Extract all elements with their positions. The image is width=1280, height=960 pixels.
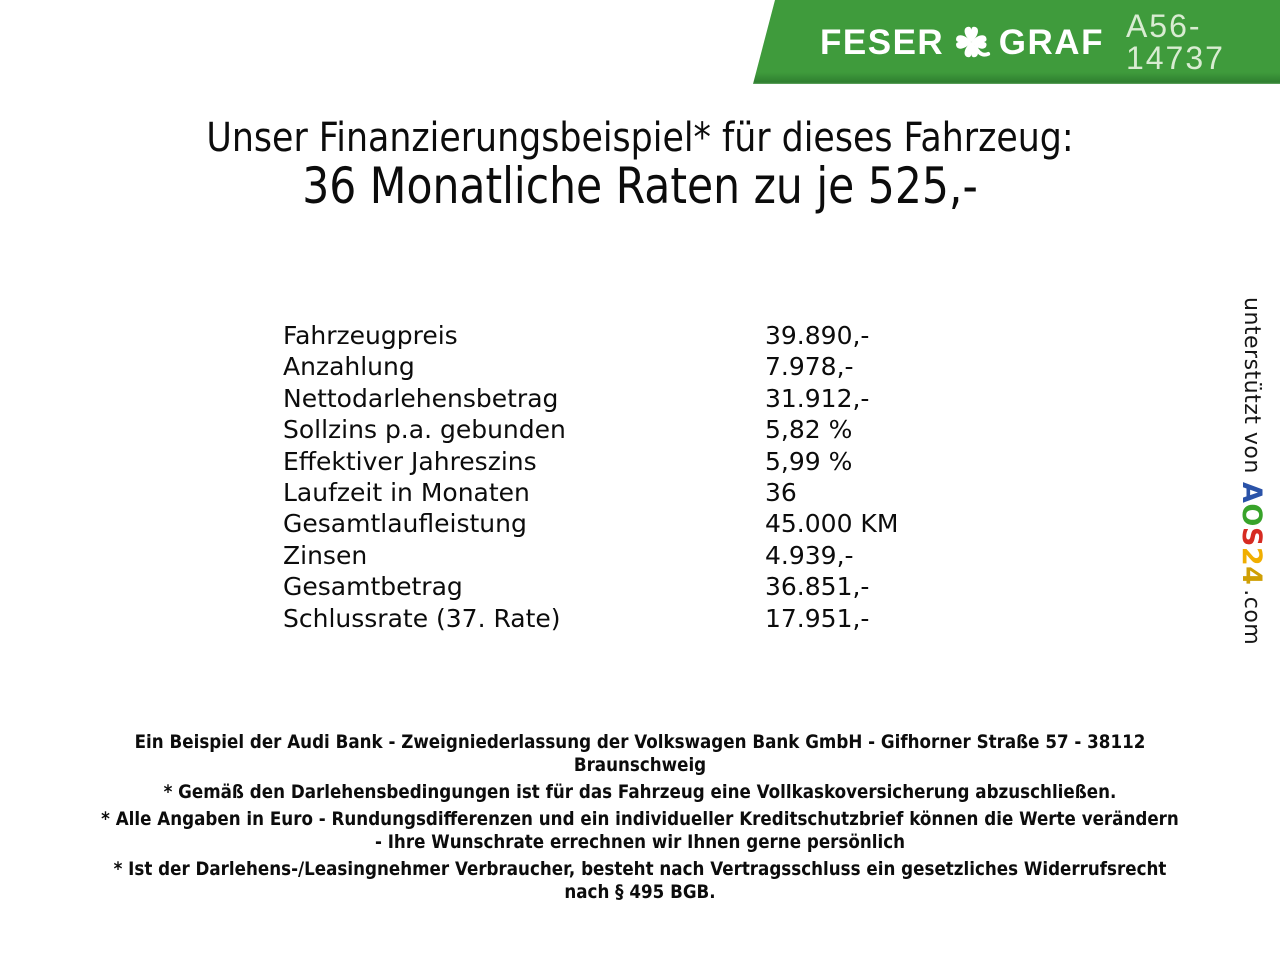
table-row: Nettodarlehensbetrag 31.912,- (283, 383, 1003, 414)
table-row: Effektiver Jahreszins 5,99 % (283, 446, 1003, 477)
row-value: 31.912,- (765, 383, 870, 413)
disclaimer-line: nach § 495 BGB. (564, 881, 716, 903)
row-label: Gesamtbetrag (283, 572, 463, 602)
row-value: 4.939,- (765, 540, 854, 570)
aos24-logo: AOS24 (1236, 482, 1267, 585)
dealer-banner: FESER GRAF A56-14737 (753, 0, 1280, 84)
row-label: Laufzeit in Monaten (283, 478, 530, 508)
disclaimer-line: * Gemäß den Darlehensbedingungen ist für… (163, 781, 1117, 803)
side-credit-suffix: .com (1239, 589, 1264, 646)
row-label: Effektiver Jahreszins (283, 446, 537, 476)
table-row: Anzahlung 7.978,- (283, 351, 1003, 382)
aos24-letter: 2 (1236, 546, 1267, 566)
row-label: Zinsen (283, 540, 368, 570)
table-row: Zinsen 4.939,- (283, 540, 1003, 571)
financing-table: Fahrzeugpreis 39.890,- Anzahlung 7.978,-… (283, 320, 1003, 634)
brand-name-left: FESER (820, 22, 945, 62)
headline-line2: 36 Monatliche Raten zu je 525,- (302, 157, 978, 215)
row-value: 5,99 % (765, 446, 853, 476)
row-value: 7.978,- (765, 352, 854, 382)
row-label: Sollzins p.a. gebunden (283, 415, 566, 445)
row-value: 36 (765, 478, 797, 508)
row-value: 17.951,- (765, 603, 870, 633)
brand-name-right: GRAF (998, 22, 1104, 62)
side-credit: unterstützt von AOS24 .com (1236, 297, 1267, 645)
headline-line1: Unser Finanzierungsbeispiel* für dieses … (206, 115, 1074, 161)
table-row: Gesamtbetrag 36.851,- (283, 571, 1003, 602)
side-credit-prefix: unterstützt von (1239, 297, 1264, 474)
disclaimer-line: * Alle Angaben in Euro - Rundungsdiffere… (101, 808, 1179, 830)
disclaimer-line: * Ist der Darlehens-/Leasingnehmer Verbr… (113, 858, 1167, 880)
vehicle-id: A56-14737 (1125, 8, 1225, 76)
row-label: Nettodarlehensbetrag (283, 383, 559, 413)
disclaimer-line: - Ihre Wunschrate errechnen wir Ihnen ge… (374, 831, 906, 853)
table-row: Sollzins p.a. gebunden 5,82 % (283, 414, 1003, 445)
row-label: Fahrzeugpreis (283, 321, 458, 350)
row-label: Anzahlung (283, 352, 415, 382)
row-label: Gesamtlaufleistung (283, 509, 527, 539)
dealer-brand: FESER GRAF A56-14737 (820, 10, 1280, 74)
clover-icon (956, 26, 991, 58)
disclaimer-line: Braunschweig (573, 754, 707, 776)
table-row: Gesamtlaufleistung 45.000 KM (283, 508, 1003, 539)
row-value: 5,82 % (765, 415, 853, 445)
aos24-letter: 4 (1236, 565, 1267, 586)
row-value: 36.851,- (765, 572, 870, 602)
table-row: Schlussrate (37. Rate) 17.951,- (283, 603, 1003, 634)
disclaimer-line: Ein Beispiel der Audi Bank - Zweignieder… (134, 731, 1146, 753)
aos24-letter: O (1236, 503, 1267, 527)
row-label: Schlussrate (37. Rate) (283, 603, 561, 633)
table-row: Laufzeit in Monaten 36 (283, 477, 1003, 508)
table-row: Fahrzeugpreis 39.890,- (283, 320, 1003, 351)
aos24-letter: A (1236, 481, 1267, 504)
row-value: 45.000 KM (765, 509, 899, 539)
row-value: 39.890,- (765, 321, 870, 350)
aos24-letter: S (1236, 526, 1267, 547)
footer-disclaimer: Ein Beispiel der Audi Bank - Zweignieder… (0, 731, 1280, 904)
